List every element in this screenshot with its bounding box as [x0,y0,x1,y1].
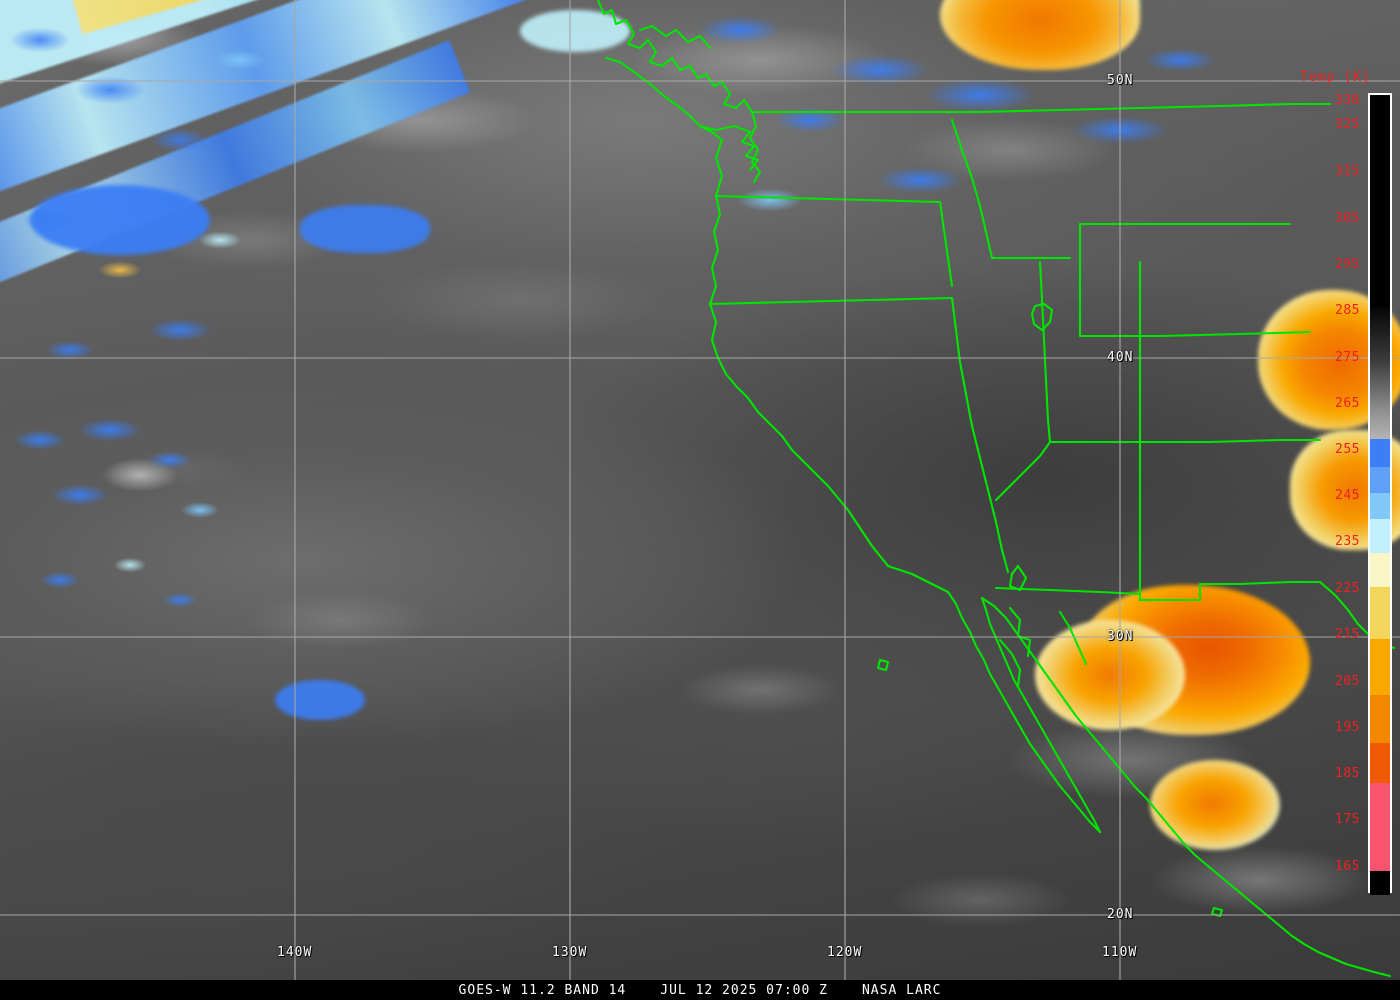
cloud-feature-itcz-speckle [0,180,250,400]
cloud-feature-southern-convection [1150,760,1280,850]
coastline-gulf-of-california-east [980,596,1148,800]
border-nevada-california [950,296,1010,574]
grid-label-40n: 40N [1107,350,1134,365]
colorbar-segment-gray-ramp [1370,307,1390,439]
border-nevada-utah [1038,260,1052,444]
colorbar-segment-dark-orange [1370,743,1390,783]
grid-label-130w: 130W [552,945,588,960]
grid-label-110w: 110W [1102,945,1138,960]
cloud-feature-sierra-madre-west [1035,620,1185,730]
coastline-mexico-mainland [1144,796,1392,978]
colorbar-segment-orange [1370,695,1390,743]
grid-label-20n: 20N [1107,907,1134,922]
colorbar-tick-305: 305 [1335,211,1360,226]
colorbar-segment-blue [1370,439,1390,467]
caption-product: GOES-W 11.2 BAND 14 [458,982,627,998]
coastline-socal-bight [886,564,950,594]
border-washington-oregon [714,194,942,204]
colorbar-title: Temp [K] [1300,70,1371,85]
colorbar-tick-225: 225 [1335,581,1360,596]
colorbar-tick-185: 185 [1335,766,1360,781]
colorbar-tick-165: 165 [1335,859,1360,874]
colorbar-segment-pink [1370,783,1390,871]
border-mexico-state [1008,606,1032,658]
coastline-british-columbia [596,0,754,114]
border-oregon-idaho [938,200,954,288]
colorbar-gradient [1368,93,1392,895]
colorbar-tick-195: 195 [1335,720,1360,735]
coastline-vancouver-island [604,56,724,142]
coastline-baja-california-east [980,596,1102,834]
island-socorro [1210,906,1224,918]
colorbar-segment-pale-yellow [1370,553,1390,587]
border-oregon-california [708,296,954,306]
colorbar-tick-315: 315 [1335,164,1360,179]
border-great-salt-lake [1030,302,1054,332]
image-caption-bar: GOES-W 11.2 BAND 14 JUL 12 2025 07:00 Z … [0,980,1400,1000]
colorbar-tick-245: 245 [1335,488,1360,503]
coastline-puget-sound [748,110,762,184]
colorbar-segment-amber [1370,639,1390,695]
border-arizona-mexico [994,586,1142,602]
colorbar-segment-yellow [1370,587,1390,639]
border-newmexico-mexico [1138,580,1322,602]
colorbar-tick-295: 295 [1335,257,1360,272]
grid-label-120w: 120W [827,945,863,960]
colorbar-segment-light-blue [1370,467,1390,493]
coastline-california [708,302,890,568]
colorbar-segment-cyan [1370,519,1390,553]
cloud-feature-subtropical-cells [0,540,260,630]
caption-timestamp: JUL 12 2025 07:00 Z [660,982,828,998]
colorbar-tick-255: 255 [1335,442,1360,457]
island-guadalupe [876,658,890,672]
colorbar-tick-330: 330 [1335,93,1360,108]
colorbar-tick-205: 205 [1335,674,1360,689]
colorbar-tick-175: 175 [1335,812,1360,827]
border-nevada-arizona [994,440,1052,502]
colorbar-tick-265: 265 [1335,396,1360,411]
grid-label-30n: 30N [1107,629,1134,644]
cloud-feature-mid-pacific-blob [275,680,365,720]
colorbar-tick-325: 325 [1335,117,1360,132]
colorbar-segment-black-warm [1370,95,1390,307]
cloud-feature-mid-pacific-cluster [0,400,240,540]
colorbar-tick-235: 235 [1335,534,1360,549]
colorbar-segment-black-cold [1370,871,1390,895]
coastline-washington-oregon [708,138,724,306]
caption-producer: NASA LARC [861,982,942,998]
border-us-canada [750,102,1332,114]
cloud-feature-nw-blob-2 [300,205,430,253]
border-mexico-interior-1 [998,638,1022,688]
coastline-inner-passage [638,24,712,50]
temperature-colorbar [1368,93,1392,895]
colorbar-tick-285: 285 [1335,303,1360,318]
colorbar-tick-215: 215 [1335,627,1360,642]
coastline-baja-california-west [946,590,1102,834]
colorbar-tick-275: 275 [1335,350,1360,365]
cloud-feature-nw-blob-3 [520,10,630,52]
colorbar-segment-pale-blue [1370,493,1390,519]
border-idaho-montana [950,118,994,260]
cloud-feature-mexico-coast [0,0,280,180]
border-colorado-newmexico [1138,438,1322,444]
grid-label-140w: 140W [277,945,313,960]
border-baja-interior [1008,564,1028,592]
grid-label-50n: 50N [1107,73,1134,88]
